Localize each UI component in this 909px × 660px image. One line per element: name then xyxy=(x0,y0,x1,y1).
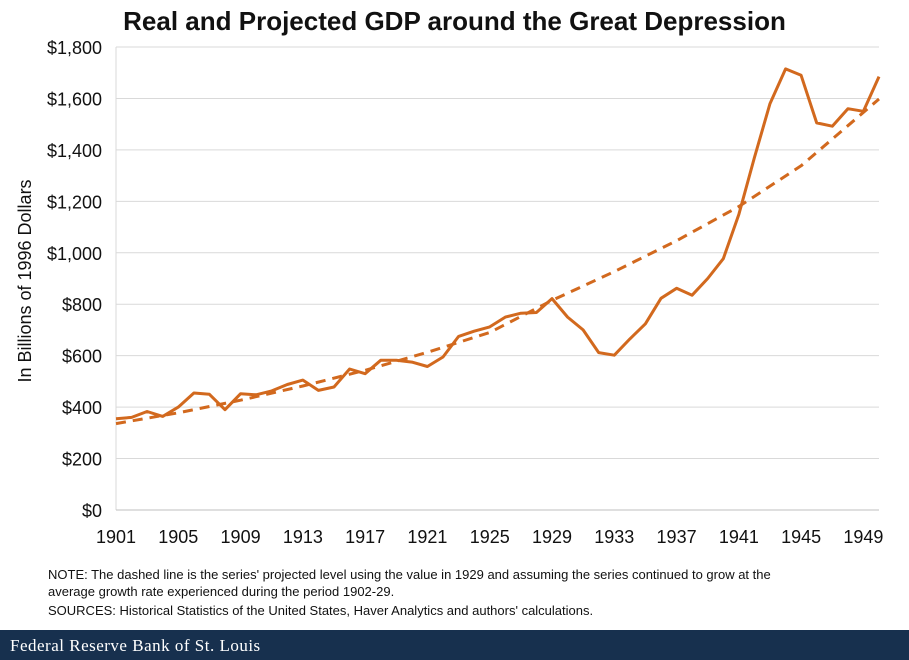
y-axis-label: In Billions of 1996 Dollars xyxy=(15,179,35,382)
y-tick-label: $1,400 xyxy=(47,141,102,161)
y-tick-label: $1,800 xyxy=(47,38,102,58)
y-tick-label: $800 xyxy=(62,295,102,315)
x-tick-label: 1901 xyxy=(96,527,136,547)
note-line-2: average growth rate experienced during t… xyxy=(48,584,395,599)
y-tick-label: $1,200 xyxy=(47,192,102,212)
y-tick-label: $400 xyxy=(62,398,102,418)
chart-title: Real and Projected GDP around the Great … xyxy=(123,6,786,36)
y-tick-label: $200 xyxy=(62,450,102,470)
x-tick-label: 1937 xyxy=(657,527,697,547)
y-tick-label: $600 xyxy=(62,347,102,367)
x-tick-label: 1909 xyxy=(221,527,261,547)
x-tick-label: 1933 xyxy=(594,527,634,547)
y-tick-label: $1,600 xyxy=(47,89,102,109)
x-tick-label: 1949 xyxy=(843,527,883,547)
x-tick-label: 1929 xyxy=(532,527,572,547)
real-gdp-line xyxy=(115,67,881,421)
x-tick-label: 1945 xyxy=(781,527,821,547)
x-tick-label: 1925 xyxy=(470,527,510,547)
gdp-line-chart: $0 $200 $400 $600 $800 $1,000 $1,200 $1,400 $1,6… xyxy=(15,38,883,547)
x-tick-label: 1941 xyxy=(719,527,759,547)
x-tick-label: 1917 xyxy=(345,527,385,547)
y-tick-label: $0 xyxy=(82,501,102,521)
x-tick-label: 1905 xyxy=(158,527,198,547)
projected-gdp-line xyxy=(115,97,880,426)
footer-bar: Federal Reserve Bank of St. Louis xyxy=(0,630,909,660)
note-line-1: NOTE: The dashed line is the series' pro… xyxy=(48,567,771,582)
y-tick-label: $1,000 xyxy=(47,244,102,264)
sources-note: SOURCES: Historical Statistics of the Un… xyxy=(48,603,594,618)
x-tick-label: 1921 xyxy=(407,527,447,547)
footer-logo-text: Federal Reserve Bank of St. Louis xyxy=(10,636,261,655)
x-tick-label: 1913 xyxy=(283,527,323,547)
